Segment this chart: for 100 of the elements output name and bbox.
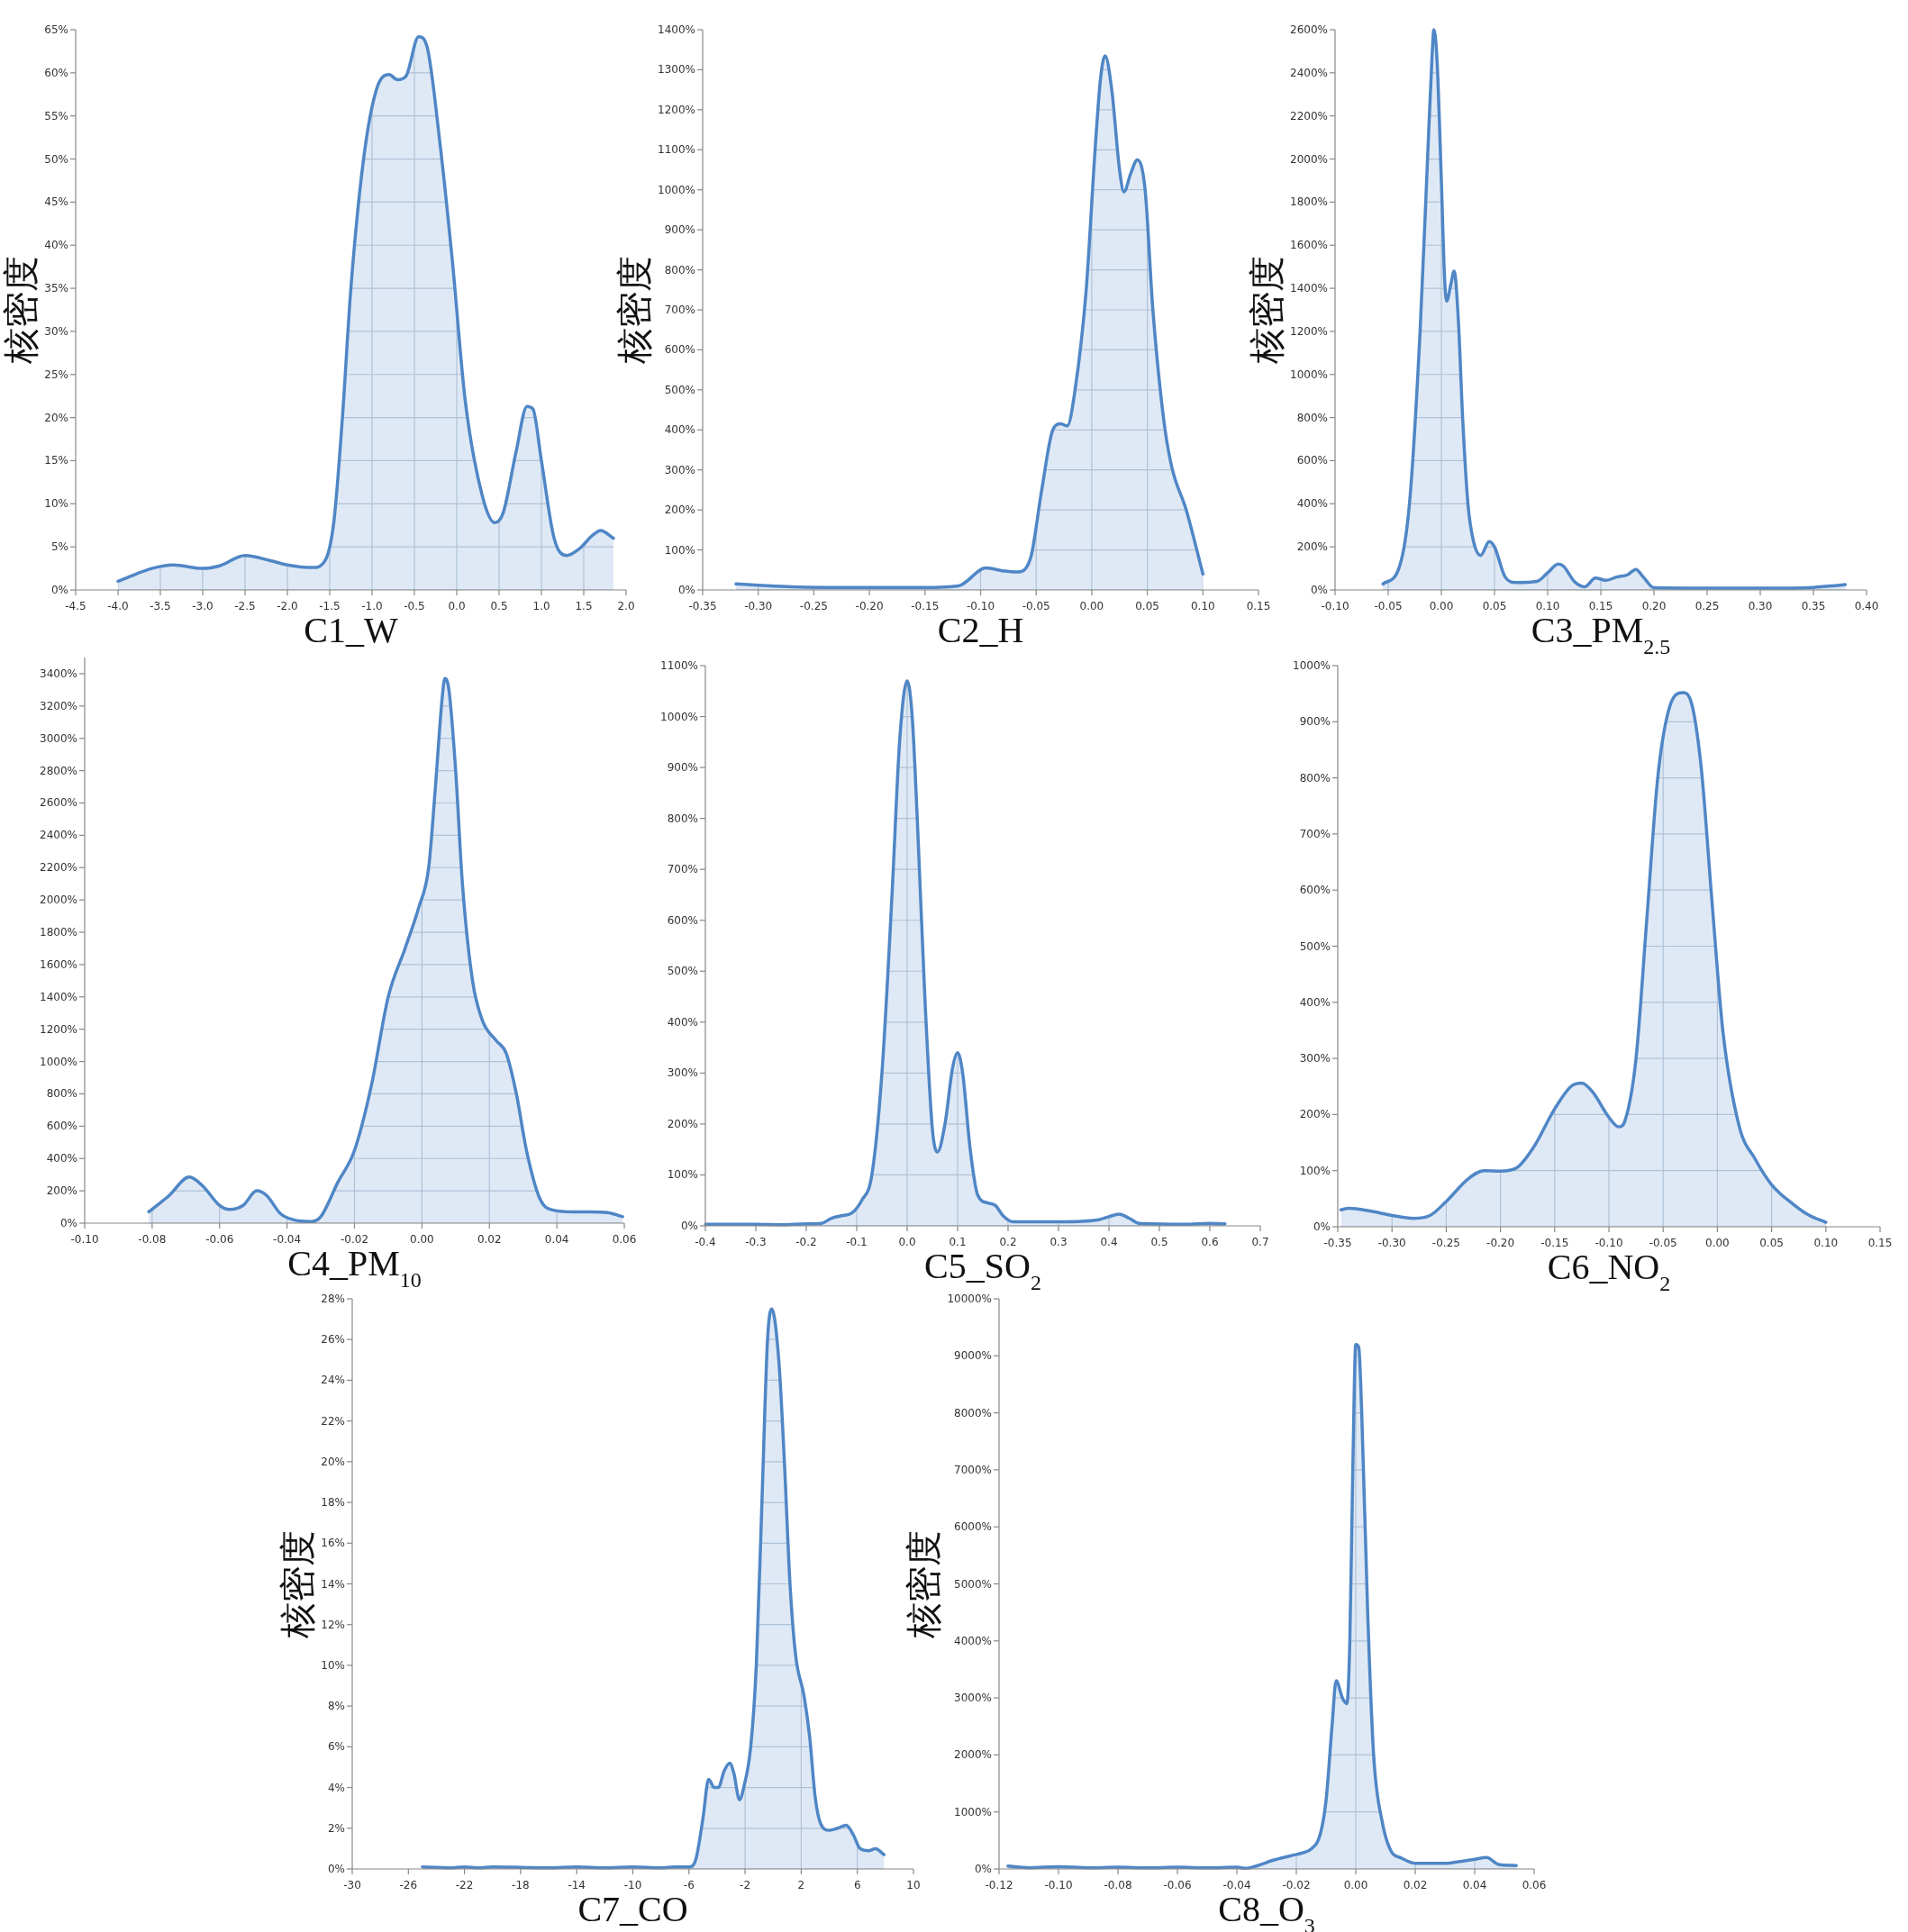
x-tick-label: -1.5 bbox=[319, 600, 341, 612]
y-tick-label: 14% bbox=[321, 1577, 345, 1591]
y-tick-label: 6000% bbox=[954, 1520, 992, 1534]
x-tick-label: -0.08 bbox=[138, 1233, 167, 1246]
y-tick-label: 800% bbox=[664, 263, 695, 277]
y-tick-label: 40% bbox=[44, 239, 68, 252]
x-tick-label: -0.02 bbox=[340, 1233, 369, 1246]
x-tick-label: -0.06 bbox=[1163, 1879, 1192, 1891]
x-tick-label: -0.08 bbox=[1104, 1879, 1132, 1891]
y-tick-label: 8000% bbox=[954, 1406, 992, 1420]
y-tick-label: 8% bbox=[327, 1700, 345, 1713]
y-tick-label: 1400% bbox=[658, 23, 695, 36]
y-tick-label: 600% bbox=[46, 1120, 77, 1133]
x-tick-label: 0.00 bbox=[410, 1233, 434, 1246]
x-tick-label: -0.15 bbox=[911, 600, 940, 612]
y-tick-label: 2% bbox=[327, 1821, 345, 1835]
y-tick-label: 700% bbox=[664, 304, 695, 316]
y-tick-label: 800% bbox=[1296, 411, 1328, 424]
y-tick-label: 300% bbox=[1299, 1052, 1331, 1066]
y-tick-label: 20% bbox=[44, 411, 68, 424]
y-tick-label: 1000% bbox=[954, 1805, 992, 1819]
y-tick-label: 16% bbox=[321, 1537, 345, 1550]
y-tick-label: 600% bbox=[667, 913, 698, 927]
x-tick-label: -0.10 bbox=[966, 600, 995, 612]
x-tick-label: -0.06 bbox=[205, 1233, 234, 1246]
y-tick-label: 1100% bbox=[660, 659, 698, 672]
x-tick-label: -0.1 bbox=[846, 1236, 868, 1248]
y-tick-label: 18% bbox=[321, 1496, 345, 1510]
x-tick-label: -0.05 bbox=[1022, 600, 1050, 612]
y-tick-label: 9000% bbox=[954, 1349, 992, 1363]
x-axis-title: C1_W bbox=[304, 610, 398, 650]
x-tick-label: -14 bbox=[568, 1879, 586, 1891]
y-tick-label: 1200% bbox=[1290, 324, 1328, 338]
y-tick-label: 600% bbox=[1296, 454, 1328, 467]
y-tick-label: 1000% bbox=[1290, 367, 1328, 381]
y-tick-label: 35% bbox=[44, 282, 68, 295]
x-axis-title: C6_NO$_{2}$ bbox=[1547, 1247, 1671, 1295]
y-axis-title: 核密度 bbox=[277, 1529, 318, 1639]
x-tick-label: 2.0 bbox=[617, 600, 635, 612]
x-tick-label: -0.4 bbox=[695, 1236, 716, 1248]
y-tick-label: 2400% bbox=[40, 829, 77, 842]
y-tick-label: 15% bbox=[44, 454, 68, 467]
x-tick-label: 0.4 bbox=[1100, 1236, 1118, 1248]
y-tick-label: 0% bbox=[50, 584, 68, 596]
x-tick-label: 0.05 bbox=[1135, 600, 1159, 612]
y-tick-label: 200% bbox=[664, 503, 695, 517]
y-tick-label: 3200% bbox=[40, 699, 77, 712]
y-tick-label: 900% bbox=[667, 761, 698, 775]
x-tick-label: -30 bbox=[343, 1879, 361, 1891]
y-tick-label: 3000% bbox=[40, 731, 77, 745]
x-tick-label: 0.00 bbox=[1429, 600, 1454, 612]
x-axis-title: C5_SO$_{2}$ bbox=[924, 1246, 1041, 1294]
y-tick-label: 100% bbox=[664, 543, 695, 557]
y-tick-label: 200% bbox=[667, 1117, 698, 1130]
y-tick-label: 12% bbox=[321, 1618, 345, 1631]
y-tick-label: 30% bbox=[44, 324, 68, 338]
y-tick-label: 22% bbox=[321, 1414, 345, 1428]
y-tick-label: 5000% bbox=[954, 1577, 992, 1591]
y-tick-label: 200% bbox=[1299, 1108, 1331, 1121]
y-tick-label: 0% bbox=[1313, 1220, 1331, 1233]
x-tick-label: 0.1 bbox=[949, 1236, 967, 1248]
x-tick-label: 0.10 bbox=[1535, 600, 1560, 612]
y-tick-label: 800% bbox=[1299, 771, 1331, 785]
x-tick-label: -4.5 bbox=[65, 600, 86, 612]
x-tick-label: -0.25 bbox=[799, 600, 828, 612]
y-tick-label: 900% bbox=[1299, 715, 1331, 729]
x-tick-label: 0.15 bbox=[1867, 1237, 1893, 1249]
y-tick-label: 1300% bbox=[658, 63, 695, 77]
y-tick-label: 500% bbox=[664, 383, 695, 396]
y-tick-label: 50% bbox=[44, 152, 68, 166]
y-tick-label: 65% bbox=[44, 23, 68, 36]
y-tick-label: 0% bbox=[1310, 584, 1328, 596]
x-tick-label: 0.7 bbox=[1251, 1236, 1269, 1248]
x-tick-label: 0.00 bbox=[1343, 1879, 1368, 1891]
x-tick-label: -1.0 bbox=[361, 600, 383, 612]
y-tick-label: 1000% bbox=[658, 183, 695, 196]
y-tick-label: 500% bbox=[667, 965, 698, 978]
y-tick-label: 1100% bbox=[658, 143, 695, 157]
y-tick-label: 10% bbox=[44, 497, 68, 511]
x-axis-title: C2_H bbox=[937, 610, 1024, 650]
y-tick-label: 400% bbox=[664, 423, 695, 437]
x-tick-label: -0.10 bbox=[70, 1233, 99, 1246]
y-tick-label: 6% bbox=[327, 1740, 345, 1754]
y-tick-label: 300% bbox=[664, 463, 695, 476]
y-tick-label: 600% bbox=[1299, 884, 1331, 897]
y-tick-label: 25% bbox=[44, 367, 68, 381]
y-tick-label: 0% bbox=[677, 584, 695, 596]
y-tick-label: 300% bbox=[667, 1066, 698, 1080]
x-tick-label: 0.5 bbox=[1150, 1236, 1168, 1248]
y-tick-label: 4% bbox=[327, 1781, 345, 1794]
x-tick-label: 0.20 bbox=[1641, 600, 1667, 612]
y-tick-label: 400% bbox=[667, 1015, 698, 1029]
x-tick-label: -0.20 bbox=[1486, 1237, 1515, 1249]
y-tick-label: 1200% bbox=[40, 1022, 77, 1036]
x-tick-label: -0.35 bbox=[688, 600, 717, 612]
y-tick-label: 400% bbox=[1296, 497, 1328, 511]
y-axis-title: 核密度 bbox=[613, 256, 655, 365]
x-tick-label: -0.05 bbox=[1649, 1237, 1677, 1249]
x-tick-label: -0.02 bbox=[1282, 1879, 1311, 1891]
x-tick-label: 0.05 bbox=[1759, 1237, 1784, 1249]
